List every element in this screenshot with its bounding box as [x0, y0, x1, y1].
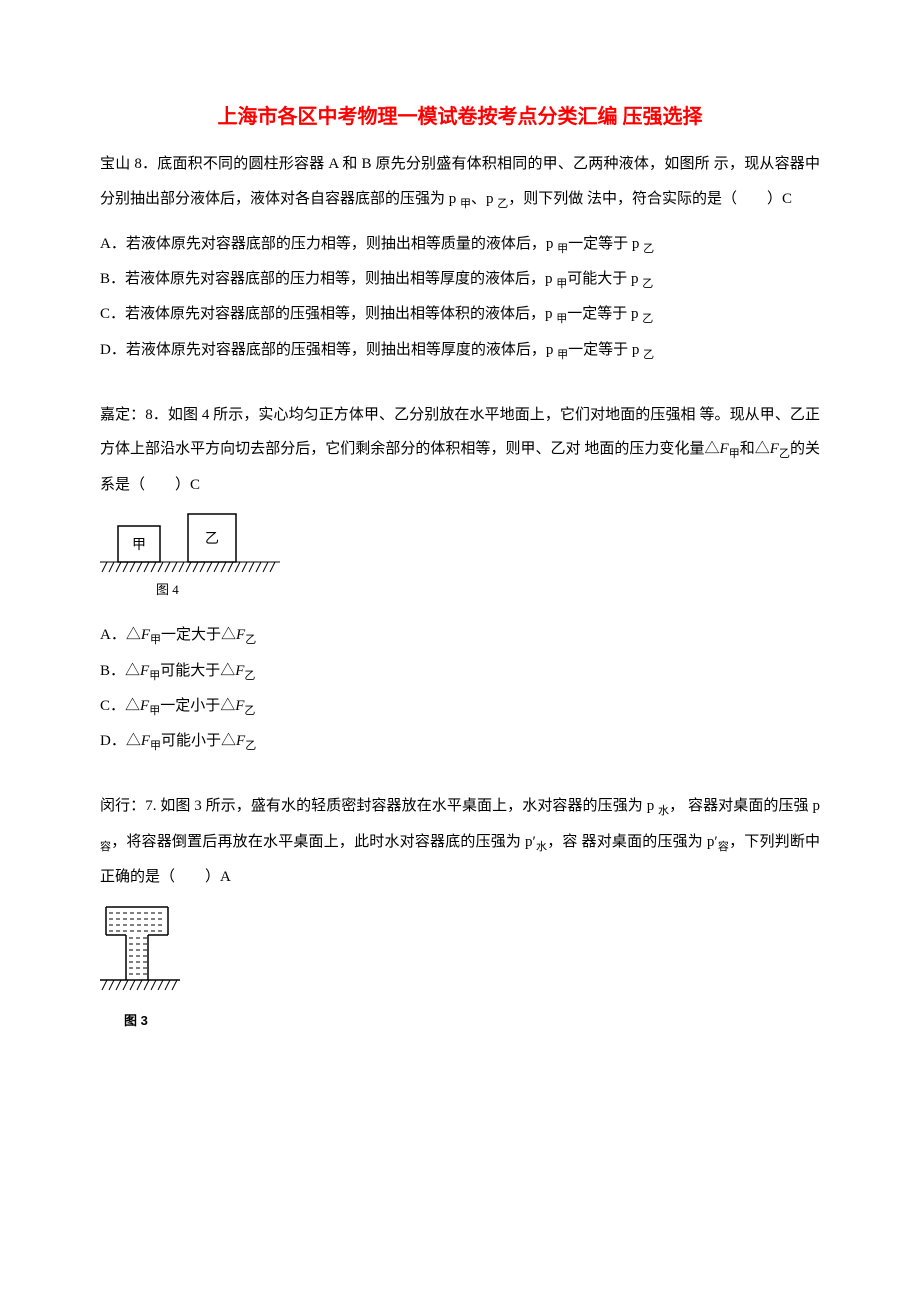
text: D．若液体原先对容器底部的压强相等，则抽出相等厚度的液体后，p: [100, 342, 557, 358]
text: B．若液体原先对容器底部的压力相等，则抽出相等厚度的液体后，p: [100, 271, 556, 287]
F: F: [770, 441, 779, 457]
sub: 容: [718, 841, 729, 853]
q2-option-c: C．△F甲一定小于△F乙: [100, 689, 820, 724]
sub: 乙: [245, 634, 256, 646]
q1-option-b: B．若液体原先对容器底部的压力相等，则抽出相等厚度的液体后，p 甲可能大于 p …: [100, 262, 820, 297]
sub: 甲: [150, 634, 161, 646]
text: C．△: [100, 698, 140, 714]
mid: 和△: [740, 441, 770, 457]
F: F: [141, 627, 150, 643]
sub: 水: [536, 841, 547, 853]
q1-line2-end: ，则下列做: [508, 191, 583, 207]
text: B．△: [100, 663, 140, 679]
F: F: [235, 698, 244, 714]
q2-option-a: A．△F甲一定大于△F乙: [100, 618, 820, 653]
mid: ，将容器倒置后再放在水平桌面上，此时水对容器底的压强为 p′: [111, 834, 536, 850]
text: A．若液体原先对容器底部的压力相等，则抽出相等质量的液体后，p: [100, 236, 557, 252]
sub: 甲: [557, 243, 568, 255]
text: 一定等于 p: [567, 306, 642, 322]
figure-4-label: 图 4: [156, 579, 820, 598]
F: F: [236, 627, 245, 643]
q2-line3-pre: 地面的压力变化量△: [584, 441, 719, 457]
q1-line3: 法中，符合实际的是（ ）C: [587, 191, 792, 207]
sub: 甲: [729, 448, 740, 460]
q1-option-a: A．若液体原先对容器底部的压力相等，则抽出相等质量的液体后，p 甲一定等于 p …: [100, 227, 820, 262]
svg-text:乙: 乙: [205, 531, 219, 547]
svg-text:甲: 甲: [132, 538, 146, 553]
q2-option-b: B．△F甲可能大于△F乙: [100, 654, 820, 689]
sub: 甲: [556, 313, 567, 325]
figure-3: [100, 905, 820, 1005]
q1-sub-yi: 乙: [497, 198, 508, 210]
text: 可能小于△: [161, 733, 236, 749]
q3-stem: 闵行：7. 如图 3 所示，盛有水的轻质密封容器放在水平桌面上，水对容器的压强为…: [100, 789, 820, 894]
q2-stem: 嘉定：8．如图 4 所示，实心均匀正方体甲、乙分别放在水平地面上，它们对地面的压…: [100, 398, 820, 502]
q3-line3-pre: 器对桌面的压强为 p′: [582, 834, 718, 850]
text: 一定大于△: [161, 627, 236, 643]
q1-sub-jia: 甲: [460, 198, 471, 210]
q1-option-d: D．若液体原先对容器底部的压强相等，则抽出相等厚度的液体后，p 甲一定等于 p …: [100, 333, 820, 368]
F: F: [236, 733, 245, 749]
sub: 水: [658, 805, 669, 817]
F: F: [235, 663, 244, 679]
text: C．若液体原先对容器底部的压强相等，则抽出相等体积的液体后，p: [100, 306, 556, 322]
q2-options: A．△F甲一定大于△F乙 B．△F甲可能大于△F乙 C．△F甲一定小于△F乙 D…: [100, 618, 820, 759]
q3-line1-pre: 闵行：7. 如图 3 所示，盛有水的轻质密封容器放在水平桌面上，水对容器的压强为…: [100, 798, 658, 814]
q1-line1: 宝山 8．底面积不同的圆柱形容器 A 和 B 原先分别盛有体积相同的甲、乙两种液…: [100, 156, 710, 172]
q3-line2-pre: 容器对桌面的压强 p: [688, 798, 820, 814]
sub: 乙: [642, 278, 653, 290]
text: D．△: [100, 733, 141, 749]
F: F: [140, 698, 149, 714]
sub: 甲: [557, 349, 568, 361]
sub: 甲: [150, 740, 161, 752]
sub: 乙: [244, 670, 255, 682]
sub: 甲: [149, 705, 160, 717]
sub: 甲: [149, 670, 160, 682]
text: A．△: [100, 627, 141, 643]
figure-4: 甲乙: [100, 512, 820, 574]
q1-options: A．若液体原先对容器底部的压力相等，则抽出相等质量的液体后，p 甲一定等于 p …: [100, 227, 820, 368]
sub: 容: [100, 841, 111, 853]
q2-option-d: D．△F甲可能小于△F乙: [100, 724, 820, 759]
end: ，: [669, 798, 684, 814]
sub: 乙: [779, 448, 790, 460]
text: 一定等于 p: [568, 236, 643, 252]
q2-line1: 嘉定：8．如图 4 所示，实心均匀正方体甲、乙分别放在水平地面上，它们对地面的压…: [100, 407, 696, 423]
figure-3-label: 图 3: [124, 1010, 820, 1029]
document-title: 上海市各区中考物理一模试卷按考点分类汇编 压强选择: [100, 100, 820, 129]
text: 一定等于 p: [568, 342, 643, 358]
text: 一定小于△: [160, 698, 235, 714]
q1-option-c: C．若液体原先对容器底部的压强相等，则抽出相等体积的液体后，p 甲一定等于 p …: [100, 297, 820, 332]
sub: 乙: [643, 349, 654, 361]
F: F: [720, 441, 729, 457]
q1-line2-mid: 、p: [471, 191, 497, 207]
end: ，容: [547, 834, 577, 850]
sub: 乙: [244, 705, 255, 717]
F: F: [140, 663, 149, 679]
sub: 乙: [643, 243, 654, 255]
sub: 乙: [642, 313, 653, 325]
F: F: [141, 733, 150, 749]
q1-stem: 宝山 8．底面积不同的圆柱形容器 A 和 B 原先分别盛有体积相同的甲、乙两种液…: [100, 147, 820, 217]
text: 可能大于 p: [567, 271, 642, 287]
sub: 甲: [556, 278, 567, 290]
text: 可能大于△: [160, 663, 235, 679]
sub: 乙: [245, 740, 256, 752]
document-page: 上海市各区中考物理一模试卷按考点分类汇编 压强选择 宝山 8．底面积不同的圆柱形…: [0, 0, 920, 1302]
